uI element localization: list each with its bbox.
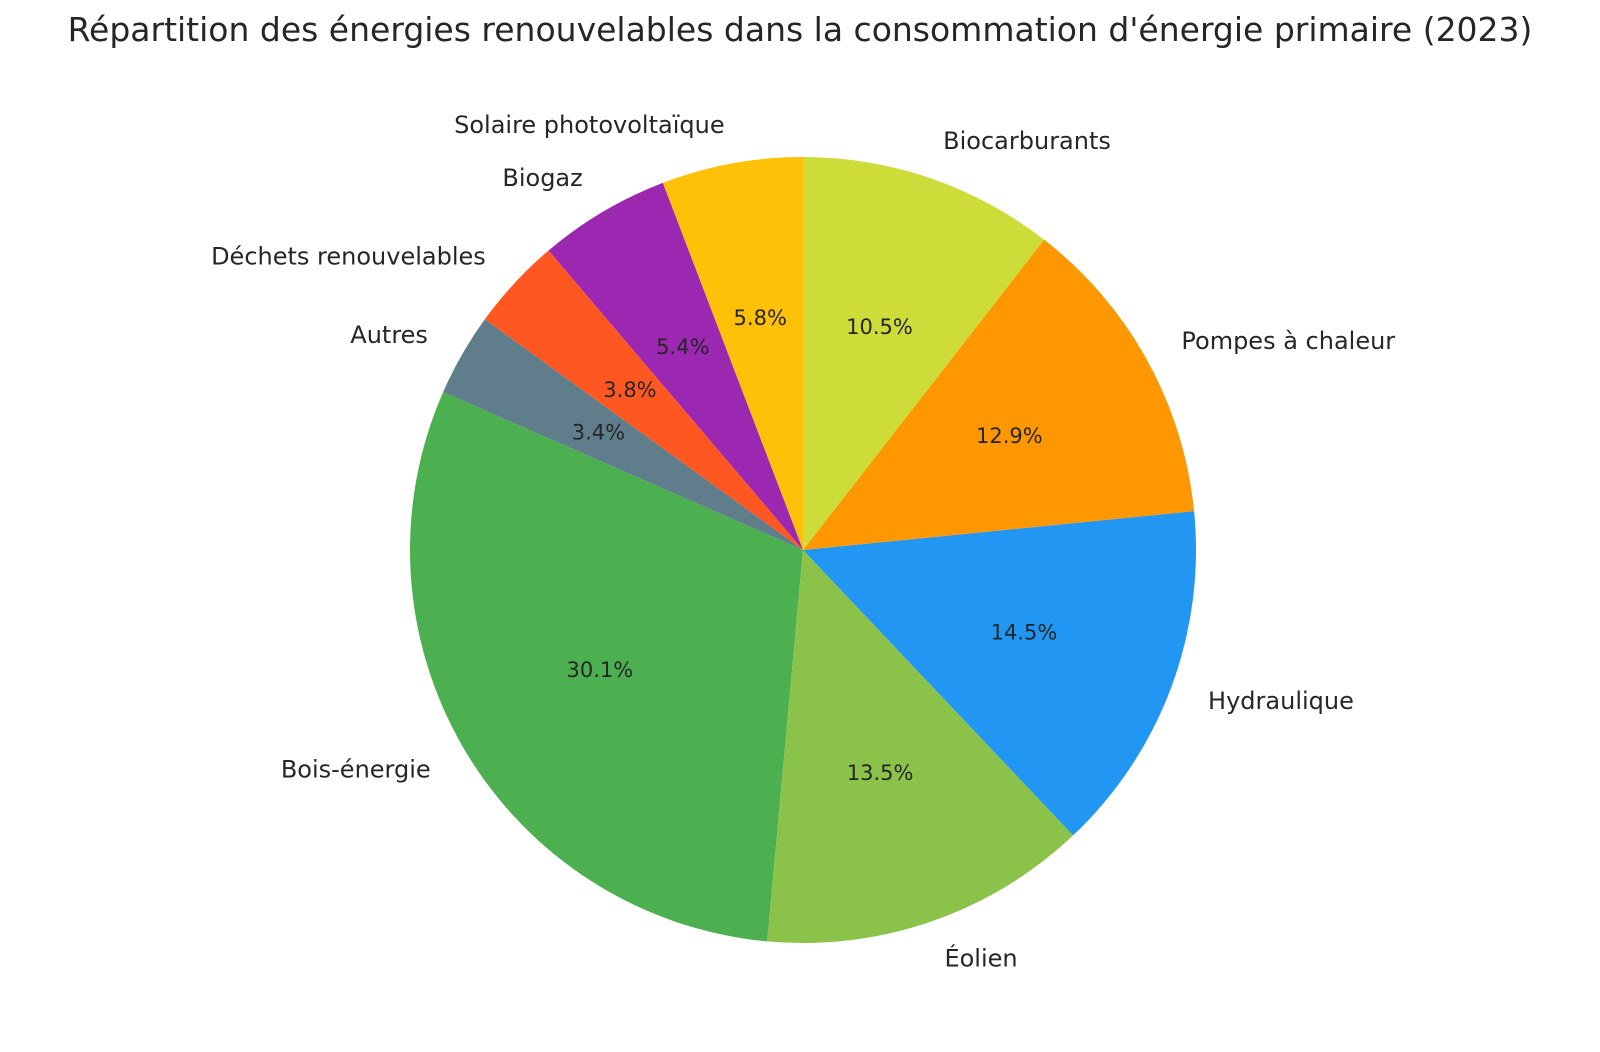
slice-category-label: Bois-énergie [281,756,431,784]
pie-slice-pompes-chaleur [803,239,1195,550]
slice-category-label: Autres [350,321,428,349]
slice-percent-label: 10.5% [846,315,913,339]
slice-percent-label: 3.4% [572,421,625,445]
slice-category-label: Hydraulique [1208,687,1354,715]
pie-slice-hydraulique [803,511,1196,836]
pie-slice-d-chets-renouvelables [484,250,803,550]
slice-category-label: Biogaz [502,164,582,192]
slice-percent-label: 14.5% [991,620,1058,644]
slice-percent-label: 12.9% [976,424,1043,448]
pie-slice-autres [443,319,803,550]
slice-category-label: Biocarburants [943,127,1111,155]
slice-percent-label: 30.1% [567,658,634,682]
pie-slice-solaire-photovolta-que [662,157,803,550]
pie-slice-biocarburants [803,157,1045,550]
slice-percent-label: 5.4% [656,335,709,359]
slice-percent-label: 5.8% [734,306,787,330]
slice-percent-label: 13.5% [847,761,914,785]
chart-title: Répartition des énergies renouvelables d… [67,10,1533,49]
slice-category-label: Pompes à chaleur [1181,327,1395,355]
slice-percent-label: 3.8% [603,378,656,402]
pie-slice-bois-nergie [410,392,803,942]
slice-category-label: Déchets renouvelables [211,242,486,270]
pie-slice-biogaz [548,182,803,550]
slice-category-label: Solaire photovoltaïque [454,111,724,139]
pie-slice--olien [767,550,1074,943]
slice-category-label: Éolien [944,944,1017,973]
